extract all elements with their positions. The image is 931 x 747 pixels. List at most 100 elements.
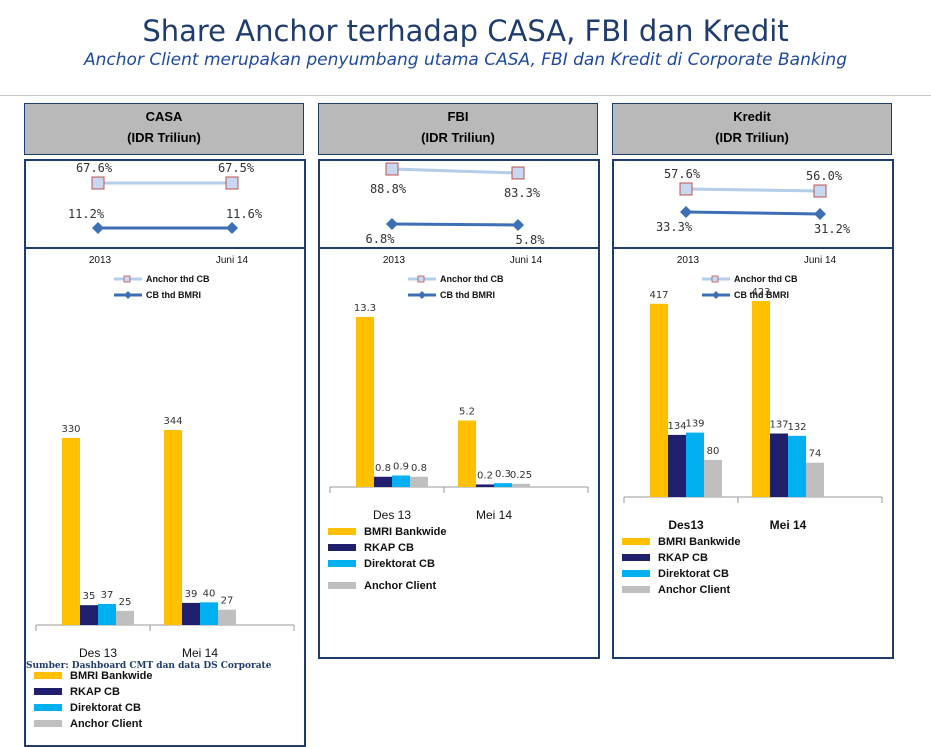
- ratio-legend-label: Anchor thd CB: [146, 274, 210, 284]
- category-label: Des 13: [79, 646, 117, 660]
- anchor-value-label: 0.8: [411, 463, 427, 474]
- cb-ratio-marker: [680, 206, 692, 218]
- kredit-unit: (IDR Triliun): [715, 130, 789, 145]
- anchor-bar: [806, 462, 824, 497]
- kredit-title: Kredit: [733, 109, 771, 124]
- ratio-legend-label: CB thd BMRI: [734, 290, 789, 300]
- cb-ratio-label: 5.8%: [516, 233, 546, 247]
- direktorat-bar: [686, 432, 704, 497]
- bmri-legend-label: BMRI Bankwide: [70, 670, 153, 682]
- divider: [0, 95, 931, 96]
- ratio-legend-marker: [418, 291, 426, 299]
- rkap-legend-label: RKAP CB: [70, 686, 120, 698]
- direktorat-legend-label: Direktorat CB: [364, 558, 435, 570]
- anchor-value-label: 27: [221, 596, 234, 607]
- anchor-ratio-marker: [511, 166, 525, 180]
- bmri-bar: [752, 301, 770, 497]
- bmri-value-label: 417: [649, 290, 668, 301]
- anchor-legend-swatch: [328, 582, 356, 589]
- rkap-value-label: 134: [667, 421, 686, 432]
- direktorat-value-label: 40: [203, 588, 216, 599]
- bmri-value-label: 5.2: [459, 407, 475, 418]
- rkap-bar: [668, 434, 686, 497]
- anchor-legend-label: Anchor Client: [658, 584, 730, 596]
- anchor-value-label: 25: [119, 597, 132, 608]
- ratio-legend-label: Anchor thd CB: [734, 274, 798, 284]
- direktorat-bar: [200, 602, 218, 625]
- casa-bar-chart: 2013 Juni 14 Anchor thd CB CB thd BMRI 330 35…: [24, 247, 306, 747]
- rkap-legend-swatch: [328, 544, 356, 551]
- cb-ratio-label: 11.6%: [226, 207, 263, 221]
- ratio-legend-marker: [124, 291, 132, 299]
- rkap-value-label: 39: [185, 589, 198, 600]
- source-note: Sumber: Dashboard CMT dan data DS Corpor…: [26, 661, 272, 671]
- bmri-legend-label: BMRI Bankwide: [364, 526, 447, 538]
- rkap-legend-label: RKAP CB: [658, 552, 708, 564]
- category-label: Des 13: [373, 508, 411, 522]
- ratio-legend-marker: [123, 275, 131, 283]
- bmri-legend-swatch: [328, 528, 356, 535]
- rkap-legend-swatch: [34, 688, 62, 695]
- direktorat-legend-swatch: [622, 570, 650, 577]
- direktorat-legend-label: Direktorat CB: [70, 702, 141, 714]
- rkap-bar: [374, 476, 392, 487]
- direktorat-bar: [98, 604, 116, 625]
- category-label: Des13: [668, 518, 704, 532]
- rkap-bar: [182, 602, 200, 625]
- anchor-ratio-marker: [91, 176, 105, 190]
- bmri-legend-swatch: [622, 538, 650, 545]
- rkap-value-label: 0.8: [375, 463, 391, 474]
- anchor-value-label: 0.25: [510, 470, 532, 481]
- cb-ratio-marker: [92, 222, 104, 234]
- ratio-legend-label: CB thd BMRI: [440, 290, 495, 300]
- anchor-ratio-label: 67.6%: [76, 161, 113, 175]
- direktorat-value-label: 139: [685, 419, 704, 430]
- fbi-title: FBI: [447, 109, 469, 124]
- rkap-bar: [770, 433, 788, 497]
- fbi-header: FBI (IDR Triliun): [318, 103, 598, 155]
- cb-ratio-marker: [814, 208, 826, 220]
- anchor-legend-label: Anchor Client: [364, 580, 436, 592]
- rkap-value-label: 35: [83, 591, 96, 602]
- bmri-bar: [458, 420, 476, 487]
- anchor-bar: [512, 483, 530, 487]
- fbi-unit: (IDR Triliun): [421, 130, 495, 145]
- cb-ratio-marker: [512, 219, 524, 231]
- bmri-value-label: 423: [751, 287, 770, 298]
- bmri-legend-swatch: [34, 672, 62, 679]
- anchor-bar: [116, 610, 134, 625]
- anchor-ratio-marker: [813, 184, 827, 198]
- ratio-legend-label: Anchor thd CB: [440, 274, 504, 284]
- ratio-x-tick: 2013: [677, 255, 700, 266]
- kredit-bar-chart: 2013 Juni 14 Anchor thd CB CB thd BMRI 417 13…: [612, 247, 894, 659]
- direktorat-value-label: 0.9: [393, 461, 409, 472]
- bmri-value-label: 344: [163, 416, 182, 427]
- direktorat-value-label: 132: [787, 422, 806, 433]
- anchor-ratio-marker: [225, 176, 239, 190]
- category-label: Mei 14: [182, 646, 218, 660]
- category-label: Mei 14: [476, 508, 512, 522]
- cb-ratio-line: [391, 222, 519, 227]
- bmri-bar: [650, 303, 668, 497]
- anchor-bar: [410, 476, 428, 487]
- rkap-legend-label: RKAP CB: [364, 542, 414, 554]
- direktorat-bar: [788, 435, 806, 497]
- bmri-legend-label: BMRI Bankwide: [658, 536, 741, 548]
- ratio-x-tick: Juni 14: [216, 255, 249, 266]
- anchor-ratio-label: 57.6%: [664, 167, 701, 181]
- ratio-legend-marker: [711, 275, 719, 283]
- anchor-ratio-line: [391, 167, 519, 175]
- ratio-x-tick: Juni 14: [804, 255, 837, 266]
- anchor-bar: [704, 459, 722, 497]
- anchor-ratio-label: 56.0%: [806, 169, 843, 183]
- anchor-bar: [218, 609, 236, 625]
- rkap-bar: [80, 605, 98, 625]
- casa-ratio-chart: 67.6% 11.2% 67.5% 11.6%: [24, 159, 306, 249]
- ratio-x-tick: 2013: [89, 255, 112, 266]
- anchor-ratio-marker: [385, 162, 399, 176]
- ratio-legend-marker: [417, 275, 425, 283]
- kredit-header: Kredit (IDR Triliun): [612, 103, 892, 155]
- anchor-value-label: 80: [707, 446, 720, 457]
- bmri-bar: [356, 317, 374, 487]
- direktorat-bar: [494, 483, 512, 487]
